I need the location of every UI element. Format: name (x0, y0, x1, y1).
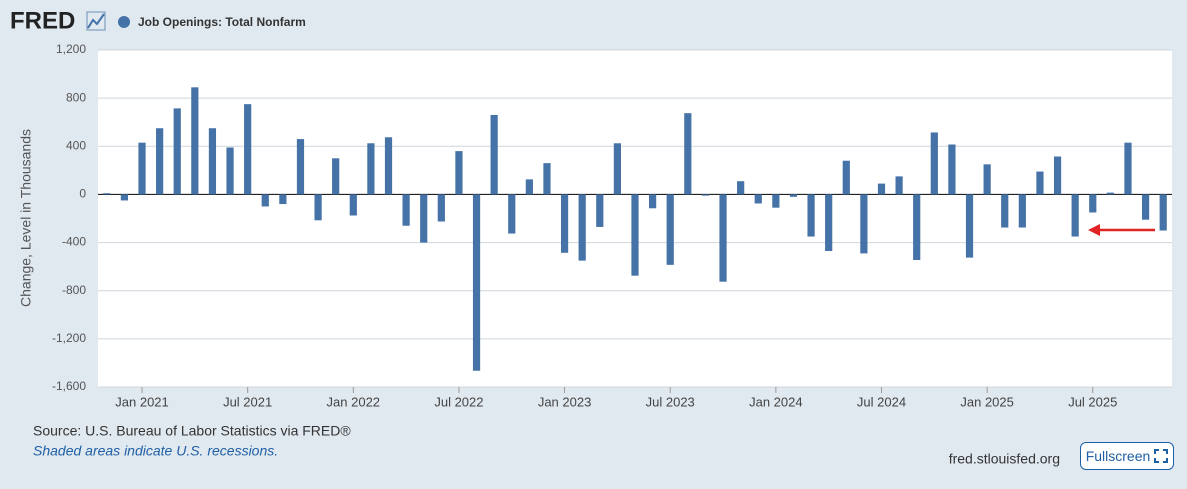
bar (789, 194, 798, 197)
bar (560, 194, 569, 253)
bar (191, 87, 199, 195)
bar (384, 137, 393, 195)
bar (877, 183, 886, 195)
bar (138, 142, 146, 195)
bar (226, 147, 234, 195)
brand-logo: FRED (10, 7, 75, 34)
bar (437, 194, 445, 222)
bar (965, 194, 974, 258)
bar (913, 194, 921, 261)
bar (402, 194, 410, 226)
bar (508, 194, 516, 234)
bar (244, 104, 252, 195)
x-tick-label: Jul 2024 (857, 394, 906, 409)
y-tick-label: -1,600 (52, 379, 86, 393)
bar (860, 194, 868, 254)
bar (772, 194, 780, 208)
x-tick-label: Jan 2024 (749, 394, 803, 409)
y-axis-label: Change, Level in Thousands (18, 129, 34, 307)
bar (684, 113, 692, 195)
bar (807, 194, 815, 237)
bar (1106, 192, 1114, 195)
fullscreen-button[interactable]: Fullscreen (1080, 442, 1174, 470)
y-tick-label: -1,200 (52, 331, 86, 345)
bar (842, 160, 850, 195)
x-tick-label: Jan 2025 (960, 394, 1014, 409)
bar (208, 128, 217, 195)
y-tick-label: 800 (66, 90, 86, 104)
bar (173, 108, 181, 195)
bar (930, 132, 938, 195)
bar (1089, 194, 1097, 213)
bar (1159, 194, 1167, 231)
bar (332, 158, 340, 195)
bar (420, 194, 428, 243)
bar (296, 139, 305, 195)
bar (895, 176, 903, 195)
bar (983, 164, 991, 195)
bar (156, 128, 164, 195)
bar (314, 194, 322, 221)
bar (349, 194, 357, 216)
bar (472, 194, 481, 371)
recession-note: Shaded areas indicate U.S. recessions. (33, 443, 278, 459)
bar (825, 194, 833, 251)
bar (1036, 171, 1044, 195)
source: Source: U.S. Bureau of Labor Statistics … (33, 423, 351, 439)
bar (455, 151, 463, 195)
bar (1071, 194, 1079, 237)
bar (490, 114, 498, 195)
y-tick-label: 1,200 (56, 42, 86, 56)
bar (543, 163, 551, 195)
x-tick-label: Jan 2022 (327, 394, 381, 409)
bar (1018, 194, 1026, 228)
bar (701, 194, 710, 196)
fullscreen-icon[interactable] (1154, 449, 1169, 463)
bar (719, 194, 727, 282)
bar (1001, 194, 1009, 228)
bar (649, 194, 657, 209)
legend-label: Job Openings: Total Nonfarm (138, 15, 306, 29)
bar (631, 194, 639, 276)
x-tick-label: Jan 2021 (115, 394, 169, 409)
x-tick-label: Jul 2022 (434, 394, 483, 409)
bar (279, 194, 287, 205)
bar (1053, 156, 1062, 195)
bar (737, 181, 745, 195)
button-label[interactable]: Fullscreen (1085, 448, 1151, 464)
bar (666, 194, 674, 265)
bar (948, 144, 956, 195)
x-tick-label: Jan 2023 (538, 394, 592, 409)
y-tick-label: -800 (62, 283, 86, 297)
site-link: fred.stlouisfed.org (949, 451, 1060, 467)
bar (1124, 142, 1132, 195)
legend-marker (118, 16, 130, 28)
bar (1141, 194, 1150, 220)
bar (367, 143, 375, 195)
bar (120, 194, 129, 201)
bar (525, 179, 533, 195)
annotation-arrow (1088, 224, 1155, 236)
bar (261, 194, 269, 207)
x-tick-label: Jul 2021 (223, 394, 272, 409)
y-tick-label: 400 (66, 138, 86, 152)
logo-icon (86, 11, 106, 31)
bar (596, 194, 604, 227)
x-tick-label: Jul 2025 (1068, 394, 1117, 409)
y-tick-label: -400 (62, 235, 86, 249)
bar (578, 194, 586, 261)
x-tick-label: Jul 2023 (646, 394, 695, 409)
bar (613, 143, 621, 195)
y-tick-label: 0 (79, 187, 86, 201)
bar (103, 193, 111, 195)
bar (754, 194, 762, 204)
